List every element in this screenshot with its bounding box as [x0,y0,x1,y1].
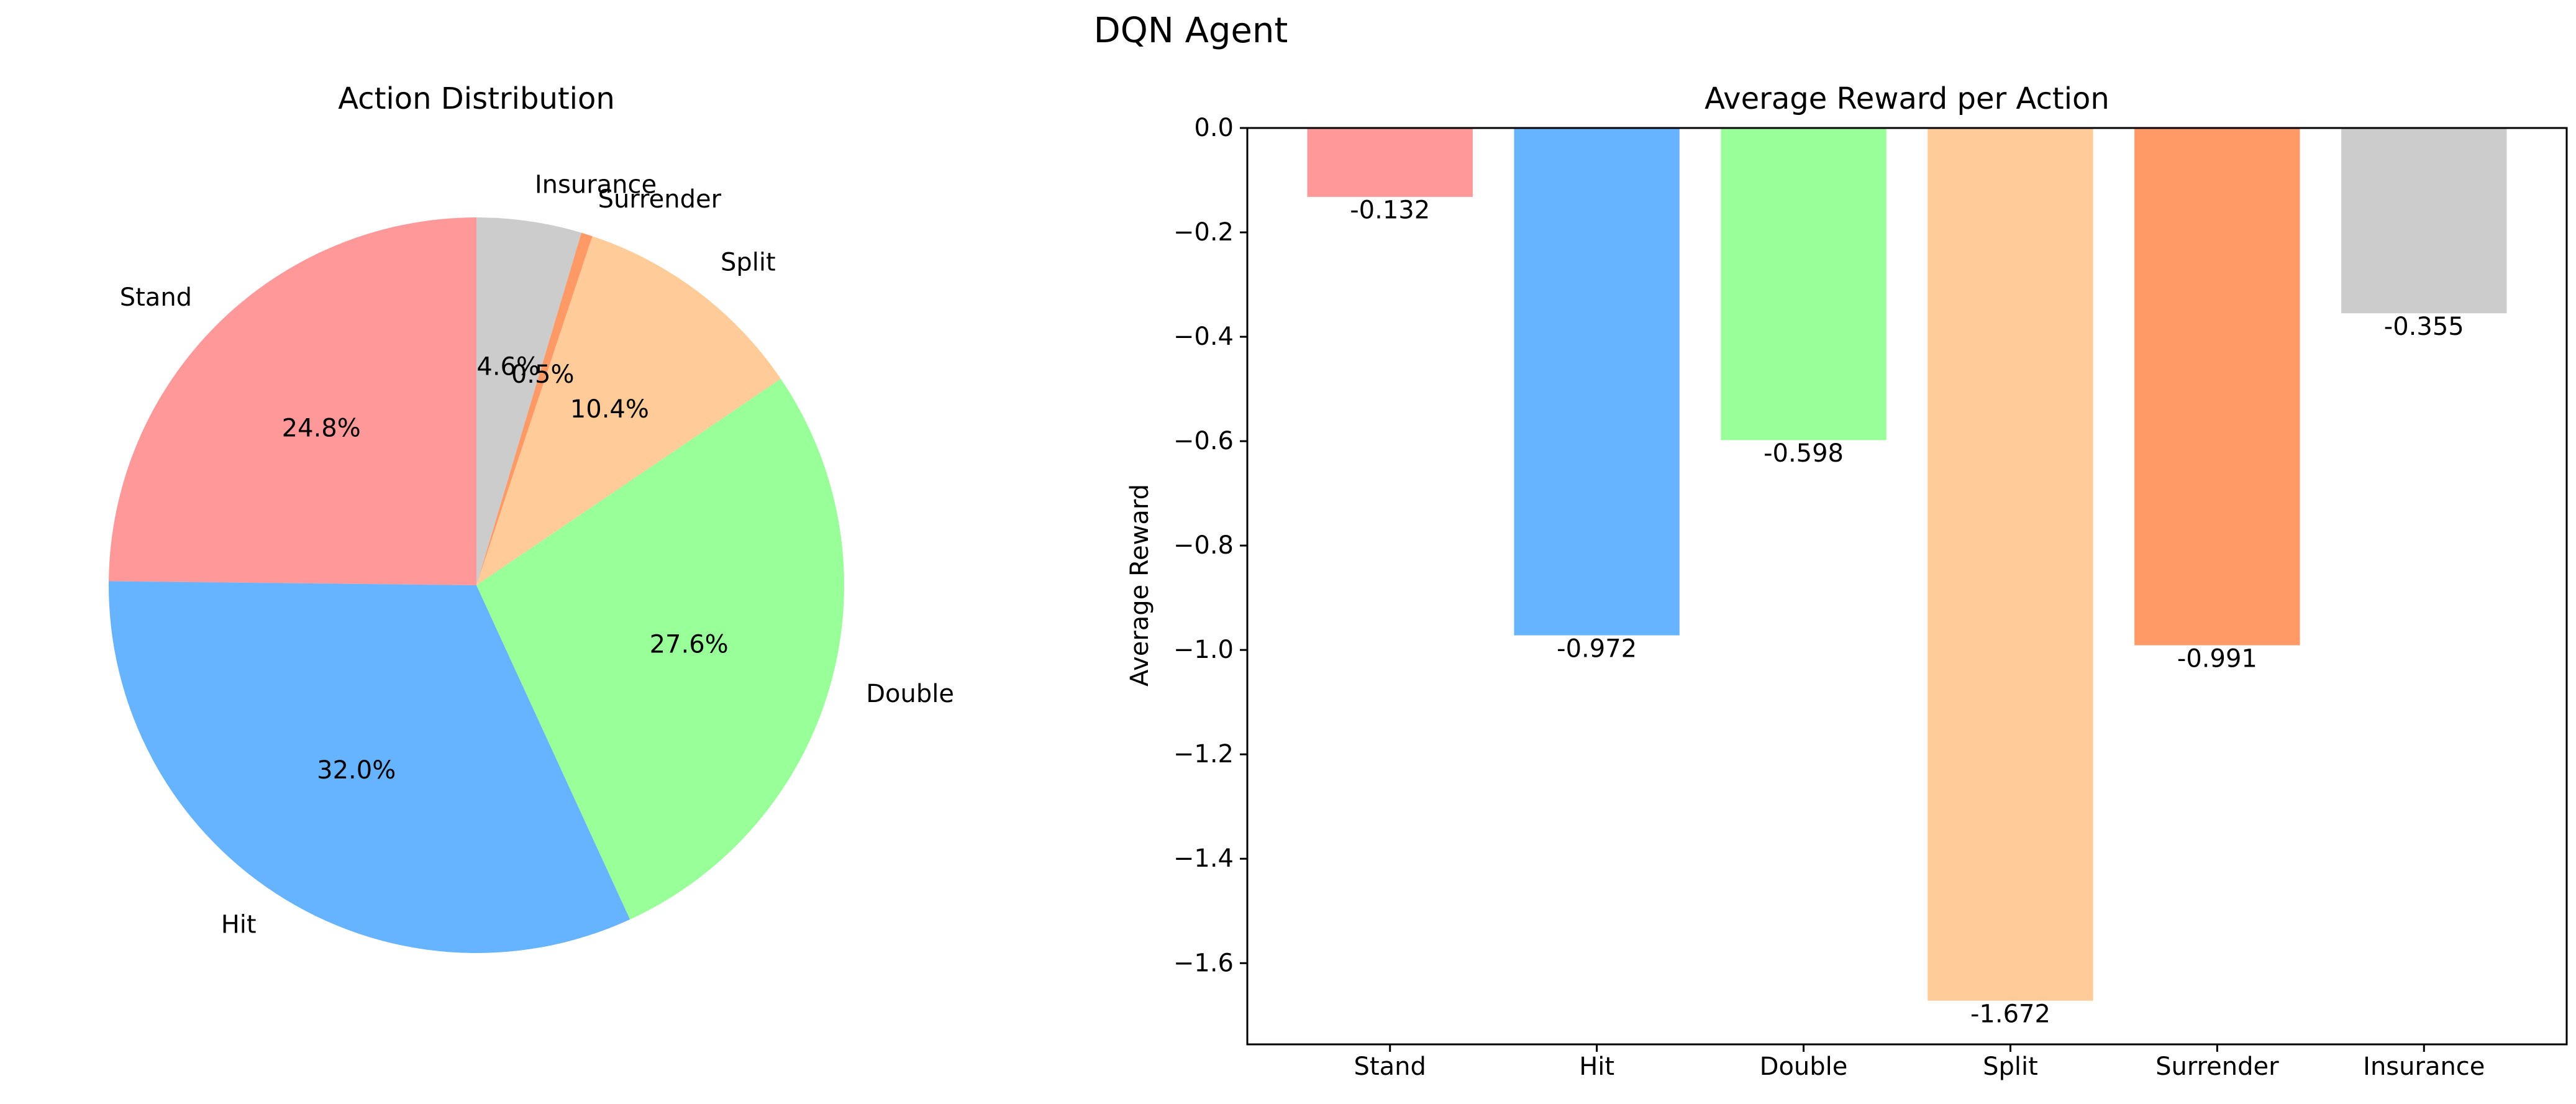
y-tick-label: −0.8 [1173,531,1234,560]
y-axis-label: Average Reward [1126,484,1154,687]
bar-value-label-split: -1.672 [1970,1000,2050,1029]
pie-pct-surrender: 0.5% [511,360,575,389]
bars [1307,128,2507,1001]
bar-insurance [2341,128,2507,314]
y-tick-label: −1.2 [1173,740,1234,769]
bar-double [1721,128,1886,440]
pie-pct-stand: 24.8% [282,414,361,442]
figure-title: DQN Agent [1094,11,1288,51]
pie-title: Action Distribution [338,81,615,116]
x-tick-label-stand: Stand [1354,1052,1426,1081]
bar-value-label-double: -0.598 [1764,439,1844,468]
y-tick-label: −1.6 [1173,949,1234,977]
pie-slice-split [476,236,781,585]
bar-chart: Average Reward per Action Average Reward… [1126,81,2568,1081]
x-tick-label-insurance: Insurance [2363,1052,2485,1081]
pie-chart: Action Distribution Stand 24.8% Hit 32.0% Do… [109,81,954,954]
pie-label-stand: Stand [120,283,192,312]
pie-pct-double: 27.6% [650,630,729,659]
bar-title: Average Reward per Action [1704,81,2109,116]
pie-pct-insurance: 4.6% [476,353,540,381]
pie-slice-insurance [476,217,581,585]
bar-hit [1514,128,1680,636]
y-tick-label: −1.0 [1173,636,1234,664]
x-tick-label-hit: Hit [1579,1052,1614,1081]
pie-pct-hit: 32.0% [317,756,396,785]
pie-slices [109,217,844,954]
bar-surrender [2134,128,2300,646]
pie-label-surrender: Surrender [598,185,722,214]
bar-value-labels: -0.132 -0.972 -0.598 -1.672 -0.991 -0.355 [1350,196,2464,1029]
x-tick-label-double: Double [1760,1052,1848,1081]
pie-slice-hit [109,581,630,954]
x-axis-ticks: Stand Hit Double Split Surrender Insurance [1354,1044,2485,1081]
y-tick-label: −0.4 [1173,322,1234,351]
pie-label-insurance: Insurance [535,171,657,199]
pie-slice-stand [109,217,476,585]
y-tick-label: −0.2 [1173,218,1234,247]
bar-stand [1307,128,1473,197]
pie-label-split: Split [721,249,776,277]
bar-split [1927,128,2093,1001]
bar-value-label-stand: -0.132 [1350,196,1430,225]
bar-value-label-hit: -0.972 [1557,634,1637,663]
pie-slice-surrender [476,232,593,585]
x-tick-label-split: Split [1983,1052,2038,1081]
pie-labels: Stand 24.8% Hit 32.0% Double 27.6% Split 10.4% S… [120,171,954,939]
pie-label-hit: Hit [221,910,257,939]
x-tick-label-surrender: Surrender [2155,1052,2279,1081]
axes-frame [1246,127,2568,1046]
y-tick-label: 0.0 [1194,114,1234,142]
y-axis-ticks: 0.0 −0.2 −0.4 −0.6 −0.8 −1.0 −1.2 −1.4 −1.6 [1173,114,1247,977]
y-tick-label: −0.6 [1173,427,1234,455]
y-tick-label: −1.4 [1173,844,1234,873]
pie-slice-double [476,378,844,919]
bar-value-label-insurance: -0.355 [2384,312,2464,341]
pie-pct-split: 10.4% [570,395,649,424]
pie-label-double: Double [866,680,954,708]
bar-value-label-surrender: -0.991 [2177,644,2257,673]
